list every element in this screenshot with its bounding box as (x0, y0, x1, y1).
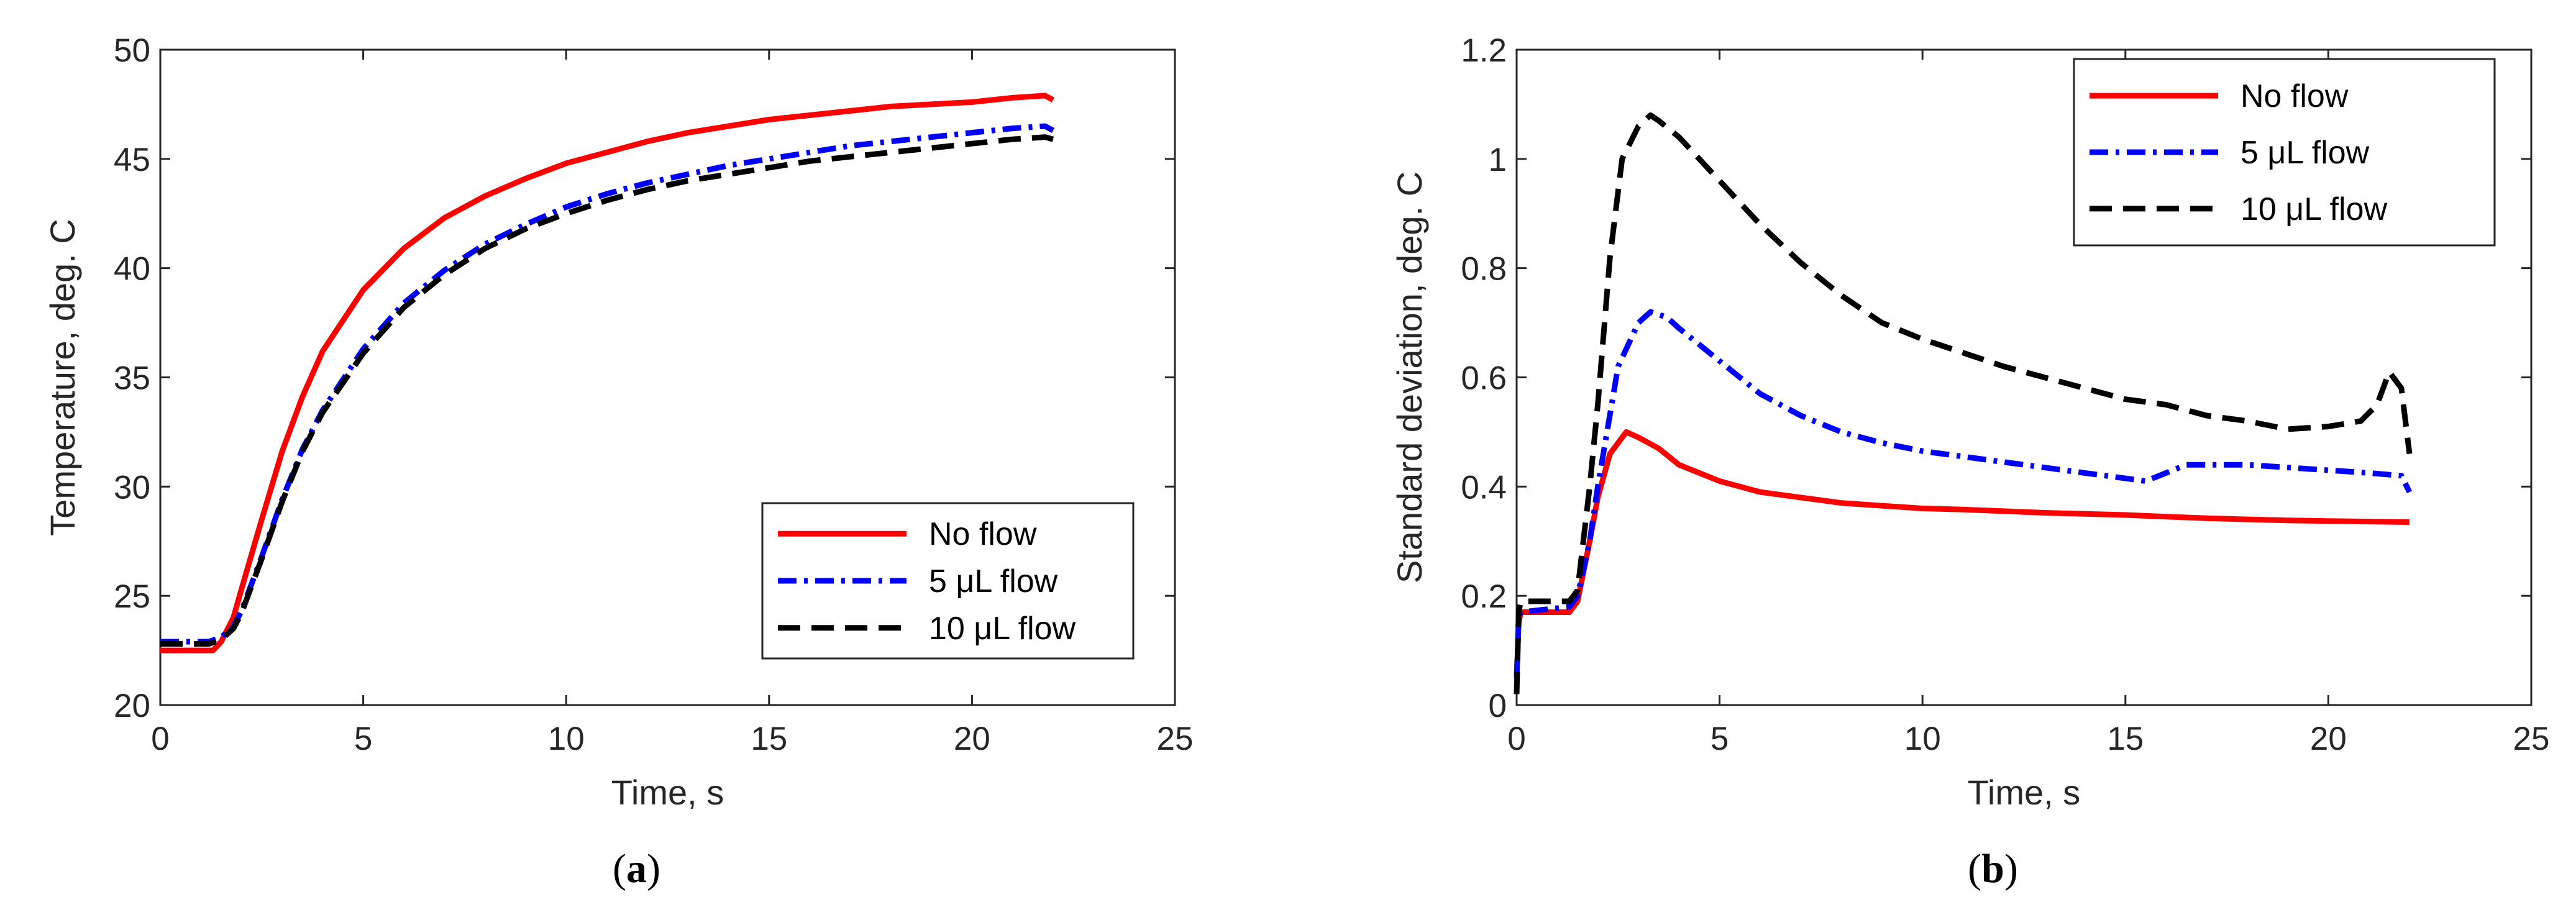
legend-label-10ul-flow-b: 10 μL flow (2240, 191, 2388, 227)
x-tick-label-a: 10 (548, 721, 585, 757)
y-axis-label-b: Standard deviation, deg. C (1390, 171, 1429, 583)
x-tick-label-a: 5 (354, 721, 372, 757)
ticks-b: 0 5 10 15 20 25 0 0.2 0.4 0.6 0.8 1 1.2 (1461, 32, 2549, 757)
legend-a: No flow 5 μL flow 10 μL flow (761, 502, 1135, 660)
panel-label-b-close: ) (2004, 846, 2018, 891)
x-tick-label-a: 20 (954, 721, 990, 757)
y-tick-label-b: 0.2 (1461, 578, 1507, 615)
legend-label-no-flow-a: No flow (929, 516, 1037, 552)
y-tick-label-a: 50 (114, 32, 150, 69)
x-tick-label-b: 10 (1904, 721, 1941, 757)
y-tick-label-b: 1.2 (1461, 32, 1507, 69)
series-layer-b (1514, 112, 2413, 694)
y-tick-label-b: 0.4 (1461, 469, 1507, 506)
series-line-10ul-flow-a (160, 134, 1054, 647)
legend-label-5ul-flow-a: 5 μL flow (929, 563, 1058, 599)
panel-label-a-open: ( (613, 846, 626, 891)
panel-label-a: (a) (613, 846, 660, 891)
y-tick-label-b: 0.6 (1461, 360, 1507, 397)
panel-label-b-letter: b (1981, 846, 2004, 891)
x-tick-label-b: 15 (2107, 721, 2144, 757)
legend-label-10ul-flow-a: 10 μL flow (929, 611, 1076, 647)
panel-label-a-close: ) (647, 846, 660, 891)
panel-label-b: (b) (1968, 846, 2018, 891)
series-line-no-flow-b (1514, 429, 2410, 678)
x-axis-label-b: Time, s (1968, 773, 2080, 812)
y-tick-label-b: 0 (1489, 688, 1507, 724)
series-line-5ul-flow-b (1514, 309, 2413, 678)
x-tick-label-a: 0 (151, 721, 169, 757)
y-tick-label-a: 40 (114, 251, 150, 288)
x-tick-label-b: 5 (1710, 721, 1729, 757)
y-tick-label-a: 35 (114, 360, 150, 397)
series-line-5ul-flow-a (160, 123, 1055, 645)
y-axis-label-a: Temperature, deg. C (43, 219, 82, 535)
series-layer-a (160, 93, 1055, 653)
ticks-a: 0 5 10 15 20 25 20 25 30 35 40 45 50 (114, 32, 1193, 757)
legend-b: No flow 5 μL flow 10 μL flow (2073, 58, 2496, 247)
panel-b: 0 5 10 15 20 25 0 0.2 0.4 0.6 0.8 1 1.2 Time, s Stan… (1390, 32, 2549, 891)
panel-label-a-letter: a (626, 846, 647, 891)
x-axis-label-a: Time, s (611, 773, 724, 812)
panel-a: 0 5 10 15 20 25 20 25 30 35 40 45 50 Time, s Tempera… (43, 32, 1193, 891)
x-tick-label-b: 20 (2310, 721, 2347, 757)
y-tick-label-a: 25 (114, 578, 150, 615)
y-tick-label-a: 45 (114, 142, 150, 178)
x-tick-label-a: 25 (1157, 721, 1194, 757)
x-tick-label-b: 0 (1507, 721, 1525, 757)
series-line-10ul-flow-b (1514, 112, 2413, 694)
y-tick-label-b: 1 (1489, 142, 1507, 178)
panel-label-b-open: ( (1968, 846, 1981, 891)
legend-label-5ul-flow-b: 5 μL flow (2240, 135, 2370, 171)
legend-label-no-flow-b: No flow (2240, 78, 2349, 114)
x-tick-label-a: 15 (751, 721, 787, 757)
series-line-no-flow-a (160, 93, 1055, 653)
y-tick-label-b: 0.8 (1461, 251, 1507, 288)
y-tick-label-a: 30 (114, 469, 150, 506)
x-tick-label-b: 25 (2513, 721, 2550, 757)
y-tick-label-a: 20 (114, 688, 150, 724)
